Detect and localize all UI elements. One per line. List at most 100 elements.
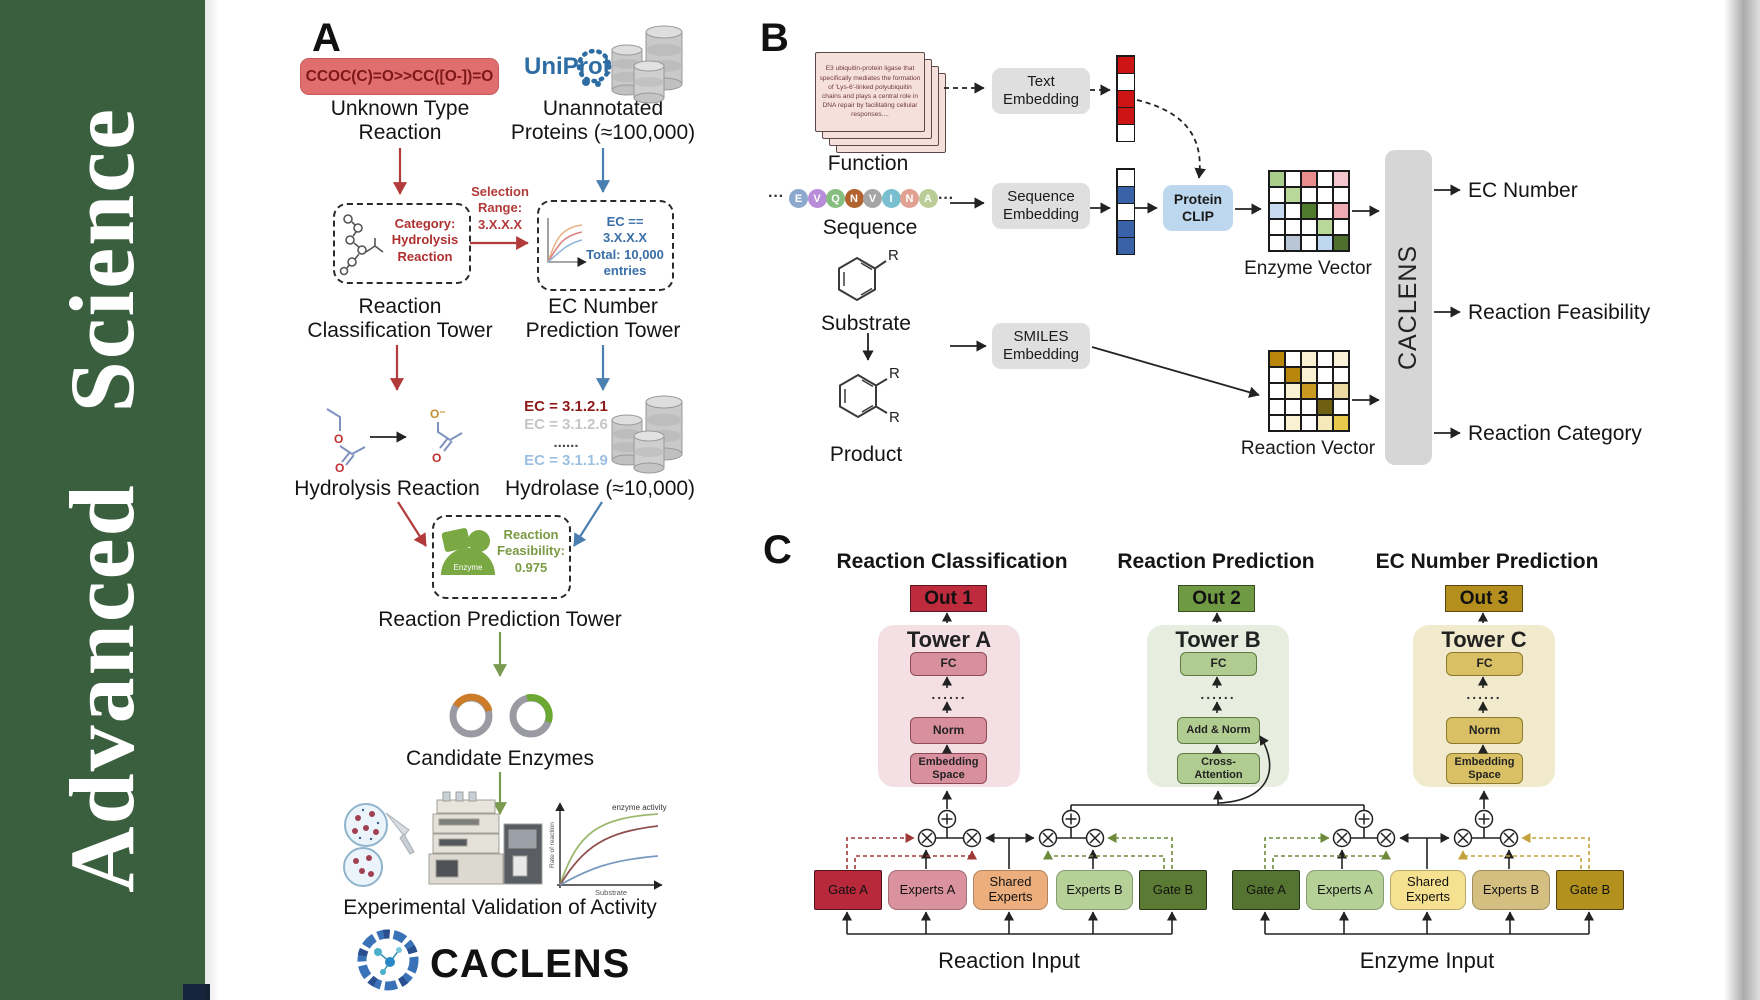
plasmid-icons bbox=[449, 693, 553, 738]
reaction-feasibility-box bbox=[432, 515, 571, 599]
matrix-cell bbox=[1285, 367, 1301, 383]
circle-plus-icon bbox=[1474, 809, 1494, 829]
acetate-o-atom: O bbox=[432, 451, 441, 465]
circle-times-icon bbox=[1332, 828, 1352, 848]
text-embedding-vector bbox=[1116, 55, 1135, 142]
residue-circle: I bbox=[881, 189, 901, 208]
matrix-cell bbox=[1333, 235, 1349, 251]
left-experts-a: Experts A bbox=[888, 870, 967, 910]
sequence-label: Sequence bbox=[822, 216, 918, 239]
matrix-cell bbox=[1333, 351, 1349, 367]
caclens-logo-icon bbox=[357, 929, 419, 991]
circle-times-icon bbox=[1376, 828, 1396, 848]
reaction-input-label: Reaction Input bbox=[938, 948, 1080, 973]
matrix-cell bbox=[1317, 399, 1333, 415]
matrix-cell bbox=[1317, 219, 1333, 235]
sum-and-product-nodes bbox=[917, 809, 1519, 848]
out1-box: Out 1 bbox=[910, 585, 987, 612]
matrix-cell bbox=[1269, 351, 1285, 367]
left-experts-b: Experts B bbox=[1056, 870, 1133, 910]
left-shared-experts: Shared Experts bbox=[973, 870, 1048, 910]
hydrolase-label: Hydrolase (≈10,000) bbox=[504, 477, 696, 500]
acetate-molecule-icon bbox=[437, 422, 463, 452]
tower-a-fc: FC bbox=[910, 652, 987, 676]
vector-cell bbox=[1116, 185, 1135, 204]
tower-b-title: Tower B bbox=[1175, 627, 1261, 652]
protein-database-icon bbox=[611, 25, 683, 104]
matrix-cell bbox=[1333, 203, 1349, 219]
circle-times-icon bbox=[1085, 828, 1105, 848]
matrix-cell bbox=[1285, 203, 1301, 219]
product-molecule-icon bbox=[839, 373, 888, 419]
ec-result-list: EC = 3.1.2.1 EC = 3.1.2.6...... EC = 3.1.1… bbox=[518, 398, 614, 470]
journal-title: Advanced Science bbox=[51, 107, 153, 893]
unknown-reaction-label: Unknown Type Reaction bbox=[330, 97, 470, 145]
matrix-cell bbox=[1317, 171, 1333, 187]
sequence-ellipsis-right: ··· bbox=[938, 190, 954, 207]
right-experts-a: Experts A bbox=[1306, 870, 1384, 910]
matrix-cell bbox=[1269, 367, 1285, 383]
residue-circle: V bbox=[863, 189, 882, 208]
caclens-module: CACLENS bbox=[1385, 150, 1432, 465]
circle-plus-icon bbox=[937, 809, 957, 829]
residue-circle: N bbox=[844, 189, 864, 208]
sequence-embedding-box: Sequence Embedding bbox=[992, 183, 1090, 229]
journal-spine: Advanced Science bbox=[0, 0, 205, 1000]
tower-a-title: Tower A bbox=[906, 627, 992, 652]
validation-label: Experimental Validation of Activity bbox=[343, 896, 657, 919]
selection-range-text: Selection Range: 3.X.X.X bbox=[471, 184, 529, 232]
function-label: Function bbox=[827, 152, 909, 175]
caclens-wordmark: CACLENS bbox=[430, 942, 631, 986]
tower-c-title: Tower C bbox=[1441, 627, 1527, 652]
ester-molecule-icon bbox=[326, 408, 366, 466]
spine-footer-mark bbox=[183, 984, 210, 1000]
activity-plot: enzyme activity Rate of reaction Substra… bbox=[549, 802, 667, 897]
matrix-cell bbox=[1317, 383, 1333, 399]
product-r1-label: R bbox=[889, 365, 900, 382]
matrix-cell bbox=[1301, 383, 1317, 399]
matrix-cell bbox=[1333, 415, 1349, 431]
matrix-cell bbox=[1301, 235, 1317, 251]
product-label: Product bbox=[829, 443, 903, 466]
matrix-cell bbox=[1317, 203, 1333, 219]
sample-prep-icon bbox=[343, 803, 415, 887]
circle-times-icon bbox=[962, 828, 982, 848]
matrix-cell bbox=[1285, 219, 1301, 235]
unannotated-proteins-label: Unannotated Proteins (≈100,000) bbox=[510, 97, 696, 145]
panel-b-label: B bbox=[760, 16, 789, 60]
output-ec-number: EC Number bbox=[1468, 179, 1578, 202]
reaction-vector-matrix bbox=[1268, 350, 1350, 432]
matrix-cell bbox=[1301, 399, 1317, 415]
tower-a-dots: ...... bbox=[931, 686, 967, 702]
matrix-cell bbox=[1317, 235, 1333, 251]
vector-cell bbox=[1116, 55, 1135, 74]
residue-circle: Q bbox=[826, 189, 845, 208]
substrate-label: Substrate bbox=[821, 312, 911, 335]
matrix-cell bbox=[1317, 367, 1333, 383]
residue-circle: V bbox=[807, 189, 827, 208]
left-gate-b: Gate B bbox=[1139, 870, 1207, 910]
ec-prediction-box bbox=[537, 200, 674, 291]
page-gutter-shadow bbox=[205, 0, 219, 1000]
protein-clip-box: Protein CLIP bbox=[1163, 185, 1233, 231]
matrix-cell bbox=[1333, 383, 1349, 399]
right-gate-b: Gate B bbox=[1556, 870, 1624, 910]
matrix-cell bbox=[1317, 351, 1333, 367]
ec-filter-text: EC == 3.X.X.X Total: 10,000 entries bbox=[586, 214, 664, 278]
tower-b-fc: FC bbox=[1180, 652, 1257, 676]
candidate-enzymes-label: Candidate Enzymes bbox=[406, 747, 594, 770]
acetate-o-minus-atom: O⁻ bbox=[430, 407, 446, 421]
matrix-cell bbox=[1285, 187, 1301, 203]
matrix-cell bbox=[1301, 367, 1317, 383]
vector-cell bbox=[1116, 202, 1135, 221]
left-gate-a: Gate A bbox=[814, 870, 882, 910]
matrix-cell bbox=[1301, 219, 1317, 235]
matrix-cell bbox=[1269, 235, 1285, 251]
matrix-cell bbox=[1285, 351, 1301, 367]
substrate-molecule-icon bbox=[838, 256, 887, 302]
circle-times-icon bbox=[1038, 828, 1058, 848]
matrix-cell bbox=[1269, 399, 1285, 415]
page-edge-shadow bbox=[1724, 0, 1760, 1000]
out2-box: Out 2 bbox=[1178, 585, 1255, 612]
